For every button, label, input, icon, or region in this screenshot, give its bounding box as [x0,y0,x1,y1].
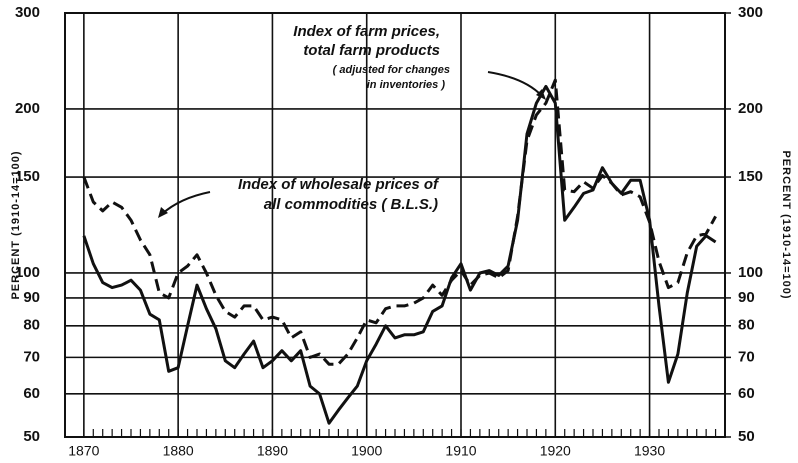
y2-tick-label: 80 [738,317,755,334]
y-tick-label: 200 [15,100,40,117]
y2-tick-label: 300 [738,4,763,21]
series-line [82,78,717,366]
x-tick-label: 1910 [445,443,476,459]
y2-tick-label: 50 [738,428,755,445]
y-tick-label: 100 [15,264,40,281]
y2-tick-label: 100 [738,264,763,281]
y2-tick-label: 90 [738,289,755,306]
x-tick-label: 1930 [634,443,665,459]
y2-tick-label: 200 [738,100,763,117]
y-axis-label: PERCENT (1910-14=100) [10,150,22,299]
x-tick-label: 1870 [68,443,99,459]
plot-frame [64,12,726,438]
y2-tick-label: 60 [738,385,755,402]
y2-tick-label: 150 [738,168,763,185]
arrow [161,191,211,215]
x-tick-label: 1890 [257,443,288,459]
series-line [82,84,717,425]
y2-tick-label: 70 [738,348,755,365]
y-tick-label: 300 [15,4,40,21]
annotation: all commodities ( B.L.S.) [264,196,438,213]
annotation: in inventories ) [367,79,446,91]
y2-axis-label: PERCENT (1910-14=100) [780,150,792,299]
annotation: Index of wholesale prices of [238,176,440,193]
annotation: total farm products [303,42,440,59]
y-tick-label: 50 [23,428,40,445]
y-tick-label: 150 [15,168,40,185]
y-tick-label: 80 [23,317,40,334]
annotation: ( adjusted for changes [333,64,450,76]
arrowhead [158,207,168,218]
x-tick-label: 1920 [540,443,571,459]
y-tick-label: 70 [23,348,40,365]
x-tick-label: 1880 [163,443,194,459]
y-tick-label: 60 [23,385,40,402]
x-tick-label: 1900 [351,443,382,459]
arrow [487,71,543,97]
y-tick-label: 90 [23,289,40,306]
